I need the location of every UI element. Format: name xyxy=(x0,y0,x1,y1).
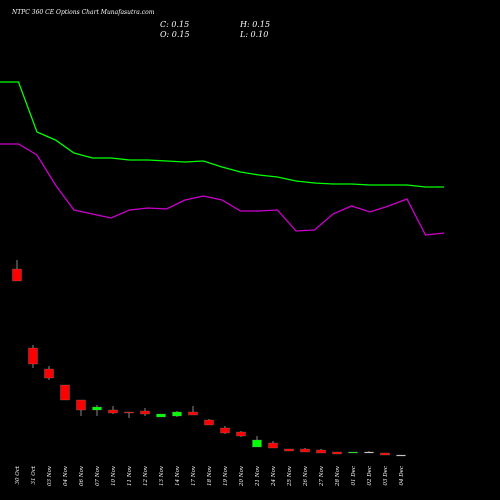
x-tick-label: 04 Dec xyxy=(399,466,405,486)
candle-body xyxy=(12,268,22,282)
x-tick-label: 01 Dec xyxy=(351,466,357,486)
x-tick-label: 13 Nov xyxy=(159,465,165,486)
x-tick-label: 14 Nov xyxy=(175,465,181,486)
candle-body xyxy=(76,399,86,411)
x-tick-label: 10 Nov xyxy=(111,465,117,486)
x-tick-label: 24 Nov xyxy=(271,465,277,487)
x-tick-label: 31 Oct xyxy=(31,465,37,484)
candle-body xyxy=(380,452,390,456)
candle-body xyxy=(108,409,118,414)
candle-body xyxy=(140,410,150,415)
candle-body xyxy=(268,442,278,449)
open-info: O: 0.15 xyxy=(160,30,190,39)
x-tick-label: 26 Nov xyxy=(303,465,309,487)
x-tick-label: 11 Nov xyxy=(127,465,133,486)
candle-body xyxy=(396,454,406,457)
x-tick-label: 03 Nov xyxy=(47,465,53,486)
x-tick-label: 02 Dec xyxy=(367,466,373,486)
candle-body xyxy=(92,406,102,411)
x-tick-label: 12 Nov xyxy=(143,465,149,486)
x-tick-label: 17 Nov xyxy=(191,465,197,486)
candle-body xyxy=(124,411,134,414)
x-tick-label: 27 Nov xyxy=(319,465,325,487)
candle-body xyxy=(348,451,358,454)
candle-body xyxy=(236,431,246,437)
x-tick-label: 18 Nov xyxy=(207,465,213,486)
candle-body xyxy=(60,384,70,401)
candle-body xyxy=(204,419,214,426)
candle-body xyxy=(28,347,38,365)
candle-body xyxy=(332,451,342,455)
x-tick-label: 19 Nov xyxy=(223,465,229,486)
indicator-line xyxy=(0,81,444,188)
x-tick-label: 03 Dec xyxy=(383,466,389,486)
x-tick-label: 20 Nov xyxy=(239,465,245,487)
x-tick-label: 04 Nov xyxy=(63,465,69,486)
candle-body xyxy=(44,368,54,379)
close-info: C: 0.15 xyxy=(160,20,189,29)
candle-body xyxy=(364,451,374,454)
candle-body xyxy=(316,449,326,454)
low-info: L: 0.10 xyxy=(239,30,268,39)
candle-body xyxy=(300,448,310,453)
candle-body xyxy=(188,411,198,416)
x-tick-label: 06 Nov xyxy=(79,465,85,486)
candle-body xyxy=(220,427,230,434)
x-tick-label: 30 Oct xyxy=(15,465,21,484)
candle-body xyxy=(252,439,262,448)
x-tick-label: 25 Nov xyxy=(287,465,293,487)
x-tick-label: 21 Nov xyxy=(255,465,261,487)
chart-title: NTPC 360 CE Options Chart Munafasutra.co… xyxy=(11,9,155,16)
high-info: H: 0.15 xyxy=(239,20,270,29)
candle-body xyxy=(284,448,294,452)
x-tick-label: 28 Nov xyxy=(335,465,341,487)
indicator-line xyxy=(0,143,445,236)
candle-body xyxy=(156,413,166,418)
x-tick-label: 07 Nov xyxy=(95,465,101,486)
candle-body xyxy=(172,411,182,417)
